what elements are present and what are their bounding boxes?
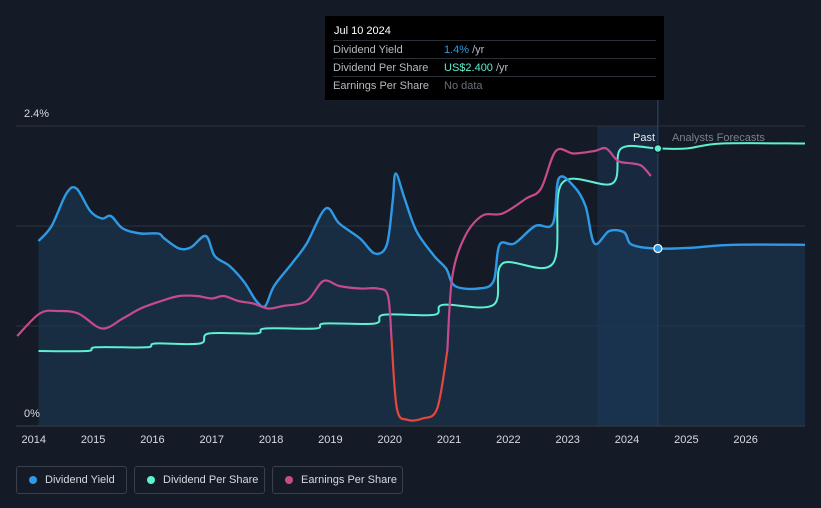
x-tick-label: 2017	[200, 434, 224, 446]
legend-label: Dividend Yield	[45, 474, 115, 486]
tooltip-value: No data	[444, 80, 483, 92]
tooltip-row-dividend-per-share: Dividend Per Share US$2.400/yr	[333, 58, 656, 77]
x-tick-label: 2024	[615, 434, 639, 446]
legend-dot-icon	[29, 476, 37, 484]
tooltip-value: US$2.400/yr	[444, 62, 509, 74]
series-areas	[38, 173, 805, 426]
x-tick-label: 2018	[259, 434, 283, 446]
earnings-per-share-line	[16, 279, 393, 339]
x-tick-label: 2015	[81, 434, 105, 446]
x-tick-label: 2022	[496, 434, 520, 446]
series-lines	[16, 142, 806, 422]
tooltip: Jul 10 2024 Dividend Yield 1.4%/yr Divid…	[325, 16, 664, 100]
dividend-yield-line	[37, 172, 806, 309]
tooltip-row-dividend-yield: Dividend Yield 1.4%/yr	[333, 40, 656, 59]
x-tick-label: 2025	[674, 434, 698, 446]
tooltip-value: 1.4%/yr	[444, 44, 485, 56]
legend-dividend-yield[interactable]: Dividend Yield	[16, 466, 127, 494]
past-label: Past	[633, 132, 656, 144]
dividend-per-share-marker	[653, 143, 663, 154]
legend-dot-icon	[285, 476, 293, 484]
tooltip-row-earnings-per-share: Earnings Per Share No data	[333, 76, 656, 95]
tooltip-label: Dividend Per Share	[333, 62, 429, 74]
dividend-yield-marker	[653, 243, 663, 254]
x-tick-label: 2021	[437, 434, 461, 446]
legend-label: Earnings Per Share	[301, 474, 397, 486]
dividend-yield-area	[38, 173, 805, 426]
x-axis: 2014 2015 2016 2017 2018 2019 2020 2021 2022 2023…	[22, 434, 758, 446]
hover-markers	[653, 143, 663, 254]
earnings-per-share-line	[446, 146, 652, 352]
legend-earnings-per-share[interactable]: Earnings Per Share	[272, 466, 403, 494]
dividend-per-share-line	[38, 142, 806, 353]
tooltip-label: Earnings Per Share	[333, 80, 429, 92]
x-tick-label: 2014	[22, 434, 46, 446]
x-tick-label: 2019	[318, 434, 342, 446]
legend-dot-icon	[147, 476, 155, 484]
x-tick-label: 2023	[555, 434, 579, 446]
earnings-per-share-negative-segment	[390, 338, 449, 422]
y-axis-bottom-label: 0%	[24, 408, 40, 420]
x-tick-label: 2026	[733, 434, 757, 446]
forecast-label: Analysts Forecasts	[672, 132, 765, 144]
x-tick-label: 2020	[377, 434, 401, 446]
tooltip-date: Jul 10 2024	[334, 25, 391, 37]
legend-dividend-per-share[interactable]: Dividend Per Share	[134, 466, 265, 494]
y-axis-top-label: 2.4%	[24, 108, 50, 120]
tooltip-label: Dividend Yield	[333, 44, 403, 56]
legend-label: Dividend Per Share	[163, 474, 259, 486]
x-tick-label: 2016	[140, 434, 164, 446]
